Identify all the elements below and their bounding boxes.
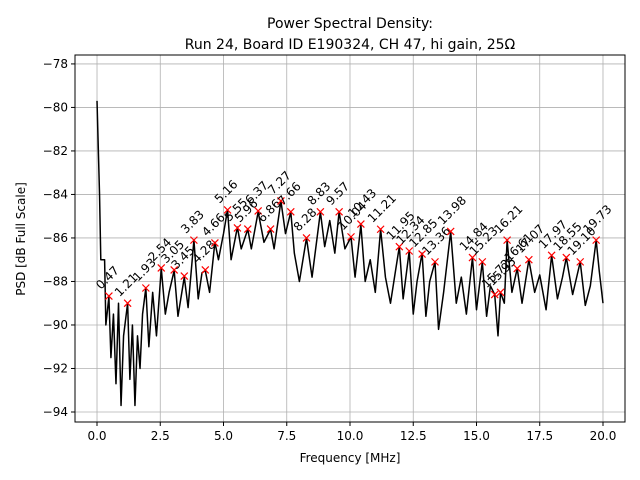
peak-marker — [302, 234, 311, 242]
peak-marker — [468, 253, 477, 262]
peak-marker — [347, 232, 355, 241]
peak-marker — [503, 236, 512, 245]
chart-subtitle: Run 24, Board ID E190324, CH 47, hi gain… — [185, 37, 516, 53]
peak-marker — [431, 257, 439, 266]
peak-marker — [335, 207, 344, 216]
peak-marker — [266, 225, 275, 233]
peak-marker — [592, 236, 601, 245]
peak-marker — [141, 284, 150, 292]
x-tick-label: 20.0 — [590, 429, 617, 443]
peak-marker — [254, 207, 263, 215]
x-tick-label: 15.0 — [463, 429, 490, 443]
peak-marker — [157, 264, 166, 272]
y-tick-label: −86 — [43, 231, 68, 245]
y-tick-label: −94 — [43, 405, 68, 419]
peak-marker — [405, 247, 414, 255]
y-tick-label: −88 — [43, 274, 68, 288]
y-tick-label: −84 — [43, 187, 68, 201]
peak-label: 8.28 — [291, 205, 320, 234]
peak-marker — [104, 292, 113, 300]
peak-marker — [446, 227, 455, 236]
peak-marker — [418, 250, 427, 258]
peak-marker — [316, 207, 325, 216]
peak-marker — [223, 205, 232, 214]
y-tick-label: −92 — [43, 361, 68, 375]
y-tick-label: −78 — [43, 57, 68, 71]
line — [96, 100, 604, 407]
peak-marker — [576, 257, 585, 266]
x-tick-label: 7.5 — [277, 429, 296, 443]
peak-marker — [547, 251, 556, 260]
peak-marker — [490, 290, 499, 299]
peak-marker — [243, 225, 252, 233]
peak-marker — [286, 207, 295, 216]
peak-label: 16.21 — [491, 202, 525, 236]
peak-marker — [201, 266, 210, 274]
chart-title: Power Spectral Density: — [267, 16, 433, 32]
y-tick-label: −80 — [43, 100, 68, 114]
peak-marker — [513, 264, 522, 273]
peak-label: 13.98 — [435, 193, 469, 227]
x-tick-label: 10.0 — [337, 429, 364, 443]
y-tick-label: −90 — [43, 318, 68, 332]
x-tick-label: 5.0 — [214, 429, 233, 443]
x-tick-label: 17.5 — [526, 429, 553, 443]
peak-marker — [180, 272, 189, 280]
peak-marker — [277, 197, 285, 205]
peak-marker — [123, 299, 132, 308]
peak-marker — [524, 255, 533, 264]
plot-frame — [74, 54, 626, 423]
peak-marker — [395, 242, 404, 251]
x-tick-label: 2.5 — [151, 429, 170, 443]
peak-marker — [170, 266, 179, 274]
peak-marker — [189, 236, 198, 245]
x-axis-label: Frequency [MHz] — [300, 451, 401, 465]
peak-marker — [210, 239, 219, 247]
peak-marker — [562, 253, 571, 262]
peak-marker — [356, 220, 365, 228]
y-tick-label: −82 — [43, 144, 68, 158]
peak-marker — [233, 224, 242, 232]
peak-marker — [478, 257, 487, 266]
x-tick-label: 0.0 — [87, 429, 106, 443]
x-tick-label: 12.5 — [400, 429, 427, 443]
peak-marker — [496, 288, 505, 297]
peak-marker — [376, 225, 385, 234]
y-axis-label: PSD [dB Full Scale] — [14, 182, 28, 296]
peak-label: 19.73 — [580, 202, 614, 236]
